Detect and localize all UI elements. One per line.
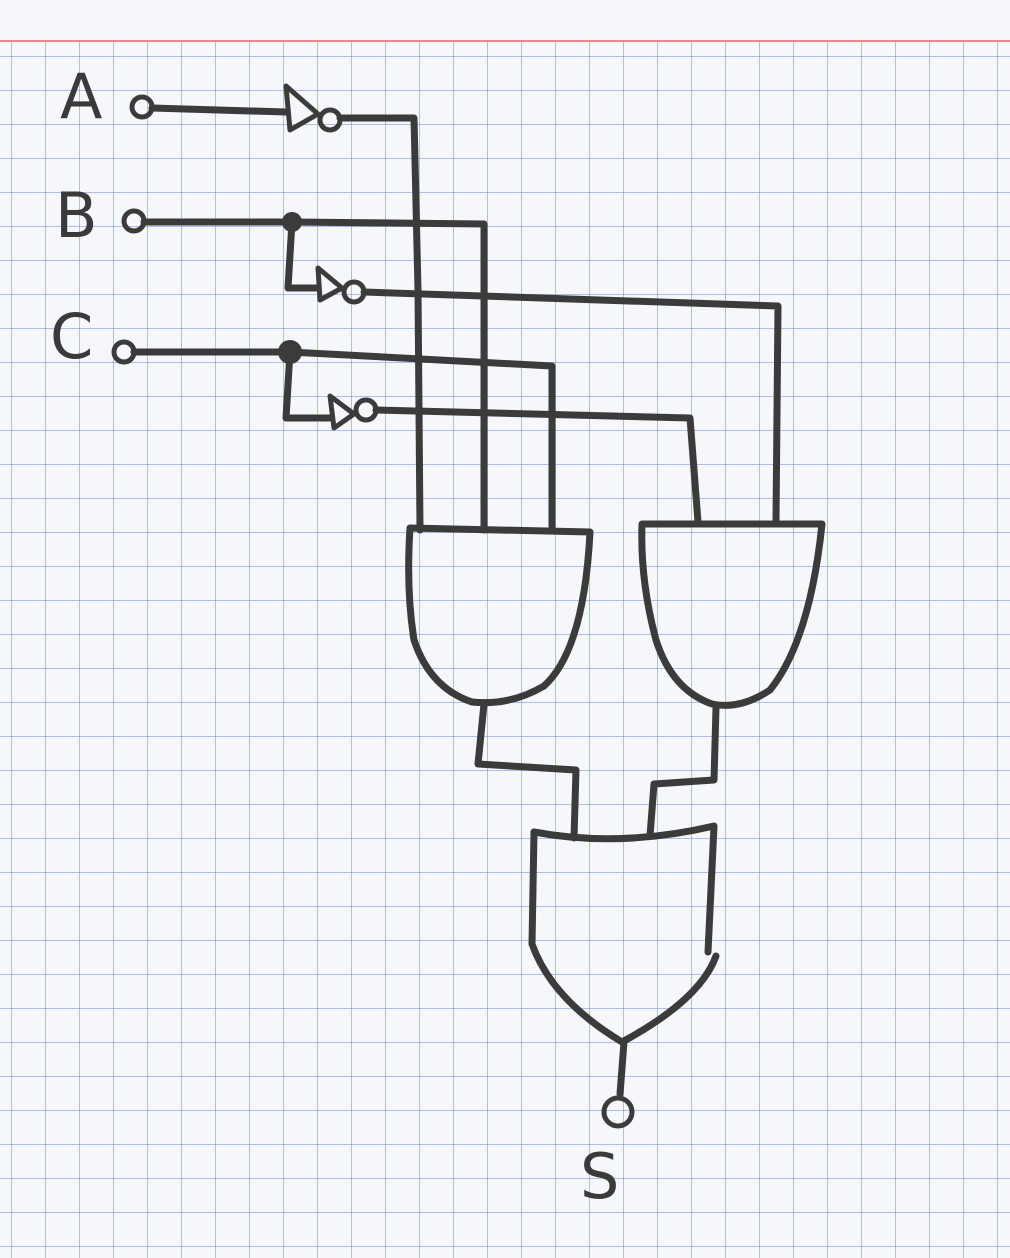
or-gate-top [530,822,718,956]
red-margin-line [0,40,1010,42]
output-terminal-s [601,1095,635,1129]
wire-not-a [336,114,424,534]
wire-b [140,218,488,534]
wire-not-b [360,288,782,524]
wire-not-c [372,406,702,526]
output-label-s: S [580,1140,619,1213]
wire-and1-out [474,700,580,842]
not-gate-b [315,265,345,303]
wire-a-in [148,104,290,116]
input-label-c: C [50,300,93,373]
input-label-b: B [55,179,98,252]
wire-and2-out [646,704,720,840]
and-gate-1 [405,524,594,707]
wire-c-branch [282,348,334,422]
not-gate-c [327,393,357,431]
not-gate-a [283,83,321,133]
wire-output [616,1038,628,1098]
not-gate-a-bubble [317,107,343,133]
and-gate-2 [638,520,826,709]
wire-c [130,348,556,532]
wire-b-branch [284,218,322,292]
input-label-a: A [60,60,102,133]
paper-top-strip [0,0,1010,40]
or-gate-body [528,828,720,1046]
